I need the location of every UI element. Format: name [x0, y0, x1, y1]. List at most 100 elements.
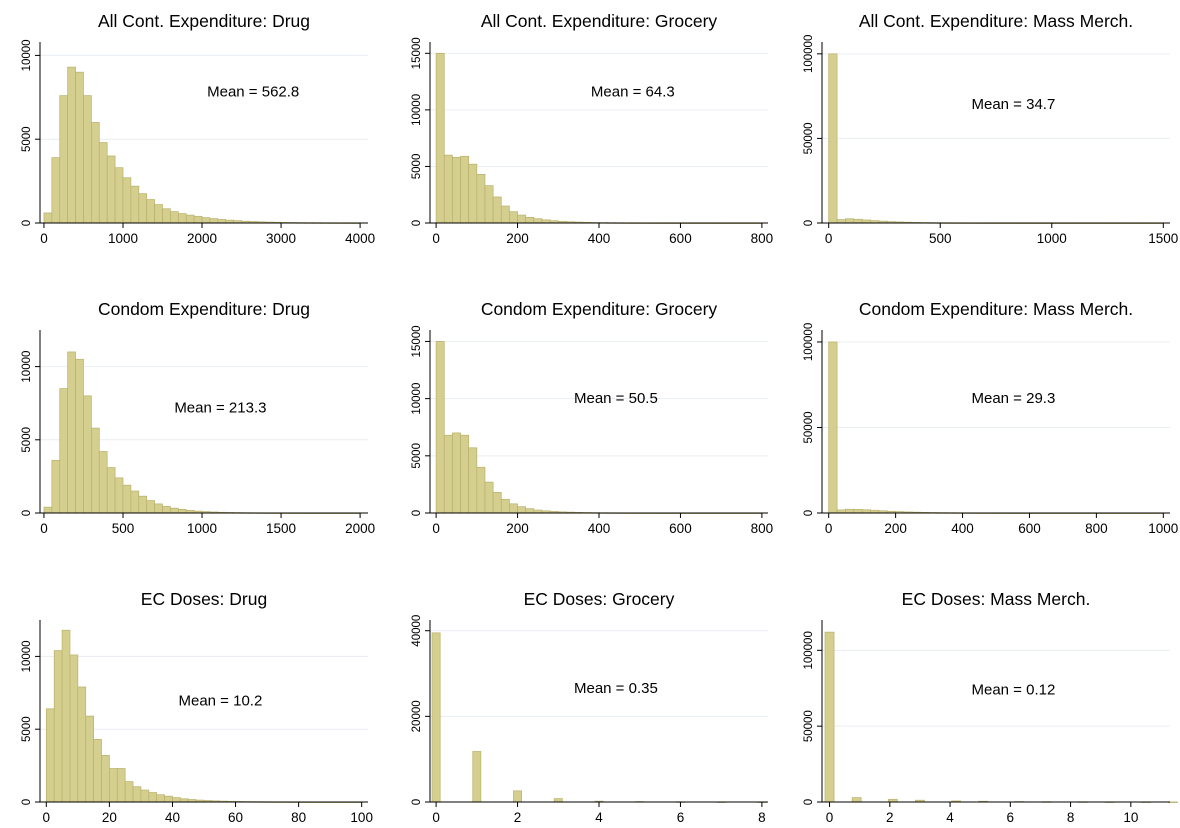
panel-title: All Cont. Expenditure: Drug	[98, 11, 310, 31]
histogram-bar	[845, 218, 855, 224]
histogram-panel: All Cont. Expenditure: Grocery 0 200 400 600…	[411, 11, 773, 246]
histogram-bar	[193, 215, 203, 224]
y-tick-label: 10000	[21, 39, 33, 71]
y-tick-label: 40000	[411, 615, 423, 647]
x-tick-label: 800	[1085, 521, 1108, 536]
histogram-bar	[824, 631, 835, 803]
x-tick-label: 60	[228, 810, 243, 825]
histogram-bar	[43, 506, 53, 514]
mean-annotation: Mean = 213.3	[174, 399, 266, 416]
histogram-bar	[201, 217, 211, 224]
y-tick-label: 5000	[411, 443, 423, 469]
histogram-bar	[517, 506, 527, 514]
histogram-bar	[93, 739, 102, 803]
y-tick-label: 0	[803, 510, 815, 516]
panel-title: Condom Expenditure: Mass Merch.	[859, 299, 1133, 319]
histogram-bar	[75, 71, 84, 224]
y-tick-label: 0	[21, 220, 33, 226]
histogram-bar	[140, 789, 150, 803]
histogram-bar	[85, 715, 94, 803]
histogram-bar	[460, 434, 470, 514]
histogram-bar	[435, 341, 445, 514]
x-tick-label: 2	[514, 810, 522, 825]
histogram-panel: All Cont. Expenditure: Mass Merch. 0 500 10…	[803, 11, 1178, 246]
histogram-panel: EC Doses: Mass Merch. 0 2 4 6 8 10 0 50000 100000…	[803, 589, 1178, 825]
histogram-panel: Condom Expenditure: Grocery 0 200 400 600 800…	[411, 299, 773, 536]
histogram-bar	[138, 193, 148, 224]
histogram-bar	[845, 508, 855, 514]
histogram-bar	[114, 477, 124, 514]
y-tick-label: 15000	[411, 325, 423, 357]
histogram-bar	[828, 53, 838, 224]
histogram-bar	[177, 508, 187, 514]
x-tick-label: 1500	[266, 521, 296, 536]
y-tick-label: 5000	[21, 427, 33, 453]
y-tick-label: 10000	[411, 94, 423, 126]
histogram-bar	[185, 214, 195, 224]
x-tick-label: 8	[758, 810, 766, 825]
y-tick-label: 50000	[803, 411, 815, 443]
panel-title: EC Doses: Drug	[141, 589, 267, 609]
histogram-panel: Condom Expenditure: Drug 0 500 1000 1500 2000…	[21, 299, 375, 536]
histogram-bar	[59, 95, 69, 224]
histogram-bar	[59, 388, 69, 514]
x-tick-label: 1000	[187, 521, 217, 536]
histogram-bar	[468, 163, 478, 224]
mean-annotation: Mean = 50.5	[574, 390, 658, 407]
histogram-bar	[500, 498, 510, 514]
y-tick-label: 100000	[803, 631, 815, 669]
histogram-bar	[91, 427, 100, 514]
x-tick-label: 40	[165, 810, 180, 825]
histogram-bar	[443, 154, 453, 224]
histogram-bar	[484, 481, 494, 514]
x-tick-label: 0	[826, 810, 834, 825]
histogram-bar	[452, 157, 461, 224]
histogram-bar	[851, 797, 862, 803]
histogram-bar	[61, 629, 71, 803]
histogram-bar	[853, 509, 863, 514]
mean-annotation: Mean = 34.7	[971, 96, 1055, 113]
y-tick-label: 0	[803, 220, 815, 226]
histogram-bar	[75, 358, 84, 514]
x-tick-label: 80	[291, 810, 306, 825]
panel-title: Condom Expenditure: Grocery	[481, 299, 718, 319]
histogram-bar	[154, 503, 163, 514]
histogram-bar	[217, 219, 227, 224]
x-tick-label: 0	[432, 810, 440, 825]
panel-title: EC Doses: Grocery	[524, 589, 675, 609]
mean-annotation: Mean = 64.3	[591, 83, 675, 100]
y-tick-label: 10000	[411, 383, 423, 415]
histogram-bar	[67, 66, 76, 224]
mean-annotation: Mean = 0.12	[971, 682, 1055, 699]
y-tick-label: 100000	[803, 35, 815, 73]
histogram-bar	[101, 755, 110, 803]
histogram-bar	[452, 432, 461, 514]
histogram-bar	[148, 792, 158, 803]
x-tick-label: 0	[825, 231, 833, 246]
x-tick-label: 4000	[345, 231, 375, 246]
histogram-bar	[828, 341, 838, 514]
x-tick-label: 1000	[1037, 231, 1067, 246]
histogram-bar	[492, 196, 502, 224]
x-tick-label: 2	[886, 810, 894, 825]
histogram-bar	[122, 484, 132, 514]
mean-annotation: Mean = 10.2	[178, 693, 262, 710]
x-tick-label: 6	[677, 810, 685, 825]
histogram-bar	[69, 654, 79, 803]
histogram-panel: All Cont. Expenditure: Drug 0 1000 2000 3000…	[21, 11, 375, 246]
histogram-bar	[853, 218, 863, 224]
histogram-bar	[138, 495, 148, 514]
x-tick-label: 2000	[187, 231, 217, 246]
y-tick-label: 100000	[803, 323, 815, 361]
x-tick-label: 10	[1123, 810, 1138, 825]
histogram-bar	[116, 768, 126, 803]
histogram-bar	[43, 212, 53, 224]
histogram-bar	[162, 208, 171, 224]
x-tick-label: 0	[43, 810, 51, 825]
x-tick-label: 1500	[1148, 231, 1178, 246]
y-tick-label: 0	[411, 799, 423, 805]
histogram-bar	[162, 506, 171, 514]
histogram-bar	[53, 650, 63, 803]
histogram-panel: EC Doses: Drug 0 20 40 60 80 100 0 5000 10000 Mean…	[21, 589, 373, 825]
histogram-bar	[77, 686, 87, 803]
